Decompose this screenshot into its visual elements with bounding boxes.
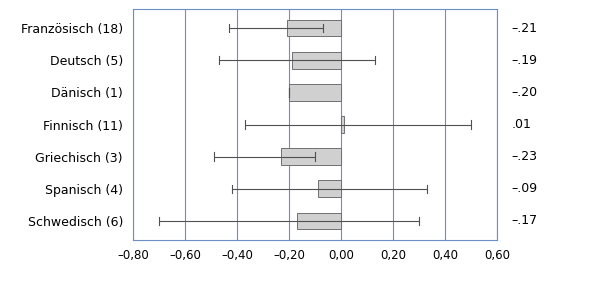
Text: –.09: –.09 — [511, 182, 538, 195]
Text: –.21: –.21 — [511, 22, 538, 35]
Bar — [341, 116, 344, 133]
Bar — [281, 148, 341, 165]
Text: –.23: –.23 — [511, 150, 538, 163]
Text: –.20: –.20 — [511, 86, 538, 99]
Bar — [289, 84, 341, 101]
Text: .01: .01 — [511, 118, 531, 131]
Bar — [297, 213, 341, 229]
Text: –.17: –.17 — [511, 214, 538, 227]
Text: –.19: –.19 — [511, 54, 538, 67]
Bar — [318, 180, 341, 197]
Bar — [291, 52, 341, 69]
Bar — [287, 20, 341, 36]
